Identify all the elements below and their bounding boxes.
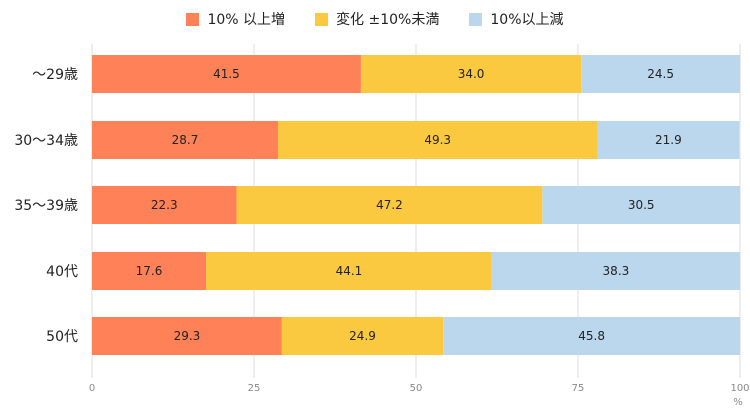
- bar-0-series-0: [92, 55, 361, 93]
- x-tick-label-0: 0: [89, 383, 95, 394]
- category-label-1: 30〜34歳: [14, 133, 78, 149]
- category-label-3: 40代: [46, 264, 78, 280]
- bar-0-series-1: [360, 55, 582, 93]
- data-label-2-series-1: 47.2: [376, 198, 403, 212]
- legend-swatch-increase: [186, 12, 200, 26]
- bar-1-series-1: [277, 121, 598, 159]
- data-label-1-series-2: 21.9: [655, 133, 682, 147]
- bar-0-series-2: [581, 55, 740, 93]
- legend-item-increase: 10% 以上増: [186, 9, 285, 29]
- bar-1-series-0: [92, 121, 278, 159]
- data-label-3-series-1: 44.1: [336, 264, 363, 278]
- data-label-0-series-1: 34.0: [458, 67, 485, 81]
- legend-label-increase: 10% 以上増: [207, 12, 286, 28]
- legend-label-no-change: 変化 ±10%未満: [336, 12, 440, 28]
- data-label-2-series-0: 22.3: [151, 198, 178, 212]
- category-label-2: 35〜39歳: [14, 198, 78, 214]
- x-unit-label: %: [733, 397, 743, 408]
- bar-4-series-2: [443, 317, 740, 355]
- bar-3-series-2: [491, 252, 740, 290]
- bar-3-series-0: [92, 252, 207, 290]
- data-label-0-series-0: 41.5: [213, 67, 240, 81]
- x-tick-label-3: 75: [572, 383, 585, 394]
- data-label-3-series-2: 38.3: [603, 264, 630, 278]
- data-label-2-series-2: 30.5: [628, 198, 655, 212]
- data-label-1-series-1: 49.3: [424, 133, 451, 147]
- x-tick-label-1: 25: [248, 383, 261, 394]
- bar-1-series-2: [597, 121, 740, 159]
- legend-item-no-change: 変化 ±10%未満: [315, 9, 439, 29]
- legend-swatch-no-change: [315, 12, 329, 26]
- data-label-4-series-0: 29.3: [174, 329, 201, 343]
- data-label-1-series-0: 28.7: [172, 133, 199, 147]
- bar-2-series-2: [542, 186, 740, 224]
- category-label-0: 〜29歳: [32, 67, 78, 83]
- data-label-3-series-0: 17.6: [136, 264, 163, 278]
- category-label-4: 50代: [46, 329, 78, 345]
- bar-2-series-0: [92, 186, 237, 224]
- bar-4-series-0: [92, 317, 282, 355]
- legend-label-decrease: 10%以上減: [490, 12, 564, 28]
- legend-swatch-decrease: [469, 12, 483, 26]
- bar-3-series-1: [206, 252, 492, 290]
- bar-2-series-1: [236, 186, 543, 224]
- chart-legend: 10% 以上増 変化 ±10%未満 10%以上減: [0, 9, 750, 29]
- data-label-4-series-1: 24.9: [349, 329, 376, 343]
- bar-4-series-1: [281, 317, 444, 355]
- data-label-0-series-2: 24.5: [647, 67, 674, 81]
- x-tick-label-2: 50: [410, 383, 423, 394]
- x-tick-label-4: 100: [730, 383, 749, 394]
- data-label-4-series-2: 45.8: [578, 329, 605, 343]
- legend-item-decrease: 10%以上減: [469, 9, 564, 29]
